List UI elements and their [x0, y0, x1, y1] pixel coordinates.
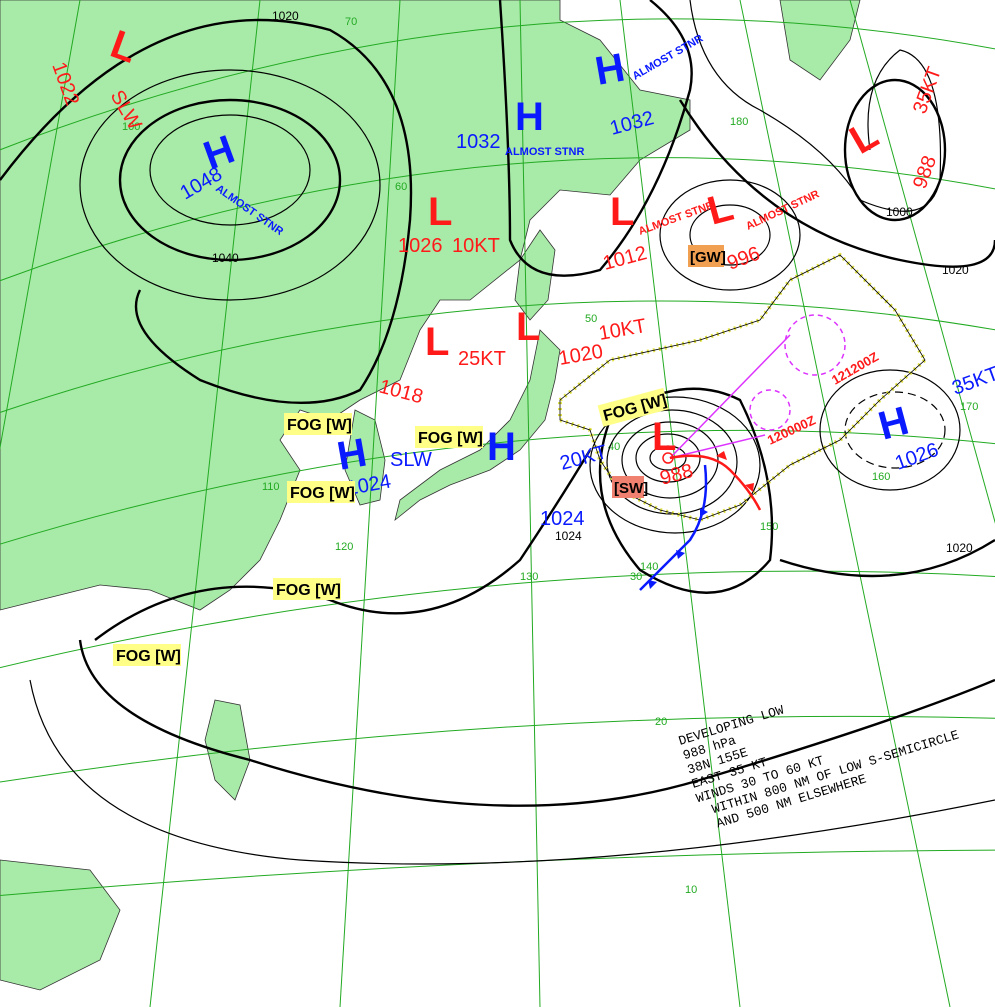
warm-front — [669, 454, 762, 511]
motion-label: ALMOST STNR — [637, 199, 716, 237]
high-1032-west[interactable]: H 1032 ALMOST STNR — [456, 95, 584, 158]
land-japan — [394, 329, 561, 522]
forecast-track — [669, 314, 846, 459]
pressure-value: 996 — [724, 243, 763, 275]
pressure-value: 1032 — [456, 131, 501, 153]
isobar-label: 1020 — [272, 9, 299, 23]
isobar-label: 1040 — [212, 251, 239, 265]
grid-label: 30 — [630, 571, 642, 583]
pressure-value: 1026 — [398, 235, 443, 257]
motion-label: 35KT — [949, 363, 995, 400]
low-996[interactable]: L 996 ALMOST STNR [GW] — [688, 185, 821, 275]
svg-text:H: H — [515, 95, 544, 139]
grid-label: 180 — [730, 116, 748, 128]
grid-label: 50 — [585, 313, 597, 325]
grid-label: 20 — [655, 716, 667, 728]
land-asia — [0, 0, 691, 611]
svg-text:L: L — [516, 305, 540, 349]
motion-label: 10KT — [452, 235, 500, 257]
grid-label: 140 — [640, 561, 658, 573]
low-1026[interactable]: L 1026 10KT — [398, 190, 500, 257]
pressure-value: 1012 — [601, 242, 650, 275]
grid-label: 110 — [262, 481, 280, 493]
svg-text:FOG [W]: FOG [W] — [276, 582, 341, 599]
motion-label: 35KT — [909, 64, 946, 116]
grid-label: 100 — [122, 121, 140, 133]
pressure-value: 988 — [658, 460, 696, 490]
cold-front — [639, 464, 708, 591]
fog-warning: FOG [W] — [287, 481, 355, 503]
isobar-label: 1020 — [946, 541, 973, 555]
grid-label: 160 — [872, 471, 890, 483]
low-1018[interactable]: L 1018 25KT — [377, 320, 506, 408]
isobars — [0, 0, 995, 865]
svg-text:H: H — [487, 425, 516, 469]
forecast-time-label: 121200Z — [829, 349, 881, 388]
svg-text:FOG [W]: FOG [W] — [290, 485, 355, 502]
svg-text:L: L — [425, 320, 449, 364]
forecast-time-label: 120000Z — [765, 412, 818, 447]
fog-warning: FOG [W] — [284, 413, 352, 435]
motion-label: SLW — [390, 449, 432, 471]
svg-text:L: L — [652, 415, 676, 459]
svg-text:L: L — [843, 112, 886, 162]
isobar-label: 1020 — [942, 263, 969, 277]
grid-label: 10 — [685, 884, 697, 896]
svg-text:FOG [W]: FOG [W] — [418, 430, 483, 447]
grid-label: 60 — [395, 181, 407, 193]
motion-label: 10KT — [597, 315, 648, 345]
grid-label: 70 — [345, 16, 357, 28]
storm-warning-label: [SW] — [614, 480, 648, 497]
fog-warning: FOG [W] — [415, 426, 483, 448]
fog-warning: FOG [W] — [273, 578, 341, 600]
svg-text:H: H — [592, 46, 628, 94]
motion-label: ALMOST STNR — [631, 32, 706, 82]
land-philippines — [204, 699, 251, 801]
svg-text:H: H — [874, 399, 913, 449]
svg-text:FOG [W]: FOG [W] — [116, 648, 181, 665]
grid-label: 150 — [760, 521, 778, 533]
svg-text:FOG [W]: FOG [W] — [287, 417, 352, 434]
pressure-value: 1024 — [540, 508, 585, 530]
pressure-value: 1020 — [557, 341, 605, 370]
grid-label: 170 — [960, 401, 978, 413]
land-borneo — [0, 859, 121, 991]
isobar-label: 1024 — [555, 529, 582, 543]
grid-label: 130 — [520, 571, 538, 583]
motion-label: 20KT — [558, 441, 610, 475]
pressure-value: 988 — [909, 153, 941, 192]
motion-label: ALMOST STNR — [505, 146, 584, 158]
isobar-label: 1000 — [886, 205, 913, 219]
gale-warning-label: [GW] — [690, 249, 726, 266]
land-masses — [0, 0, 861, 991]
pressure-value: 1018 — [377, 376, 426, 409]
fog-warning: FOG [W] — [113, 644, 181, 666]
land-kamchatka — [779, 0, 861, 81]
motion-label: 25KT — [458, 348, 506, 370]
svg-text:L: L — [610, 190, 634, 234]
developing-low-note: DEVELOPING LOW 988 hPa 38N 155E EAST 35 … — [677, 702, 961, 831]
svg-text:L: L — [703, 185, 738, 234]
svg-text:L: L — [428, 190, 452, 234]
grid-label: 120 — [335, 541, 353, 553]
